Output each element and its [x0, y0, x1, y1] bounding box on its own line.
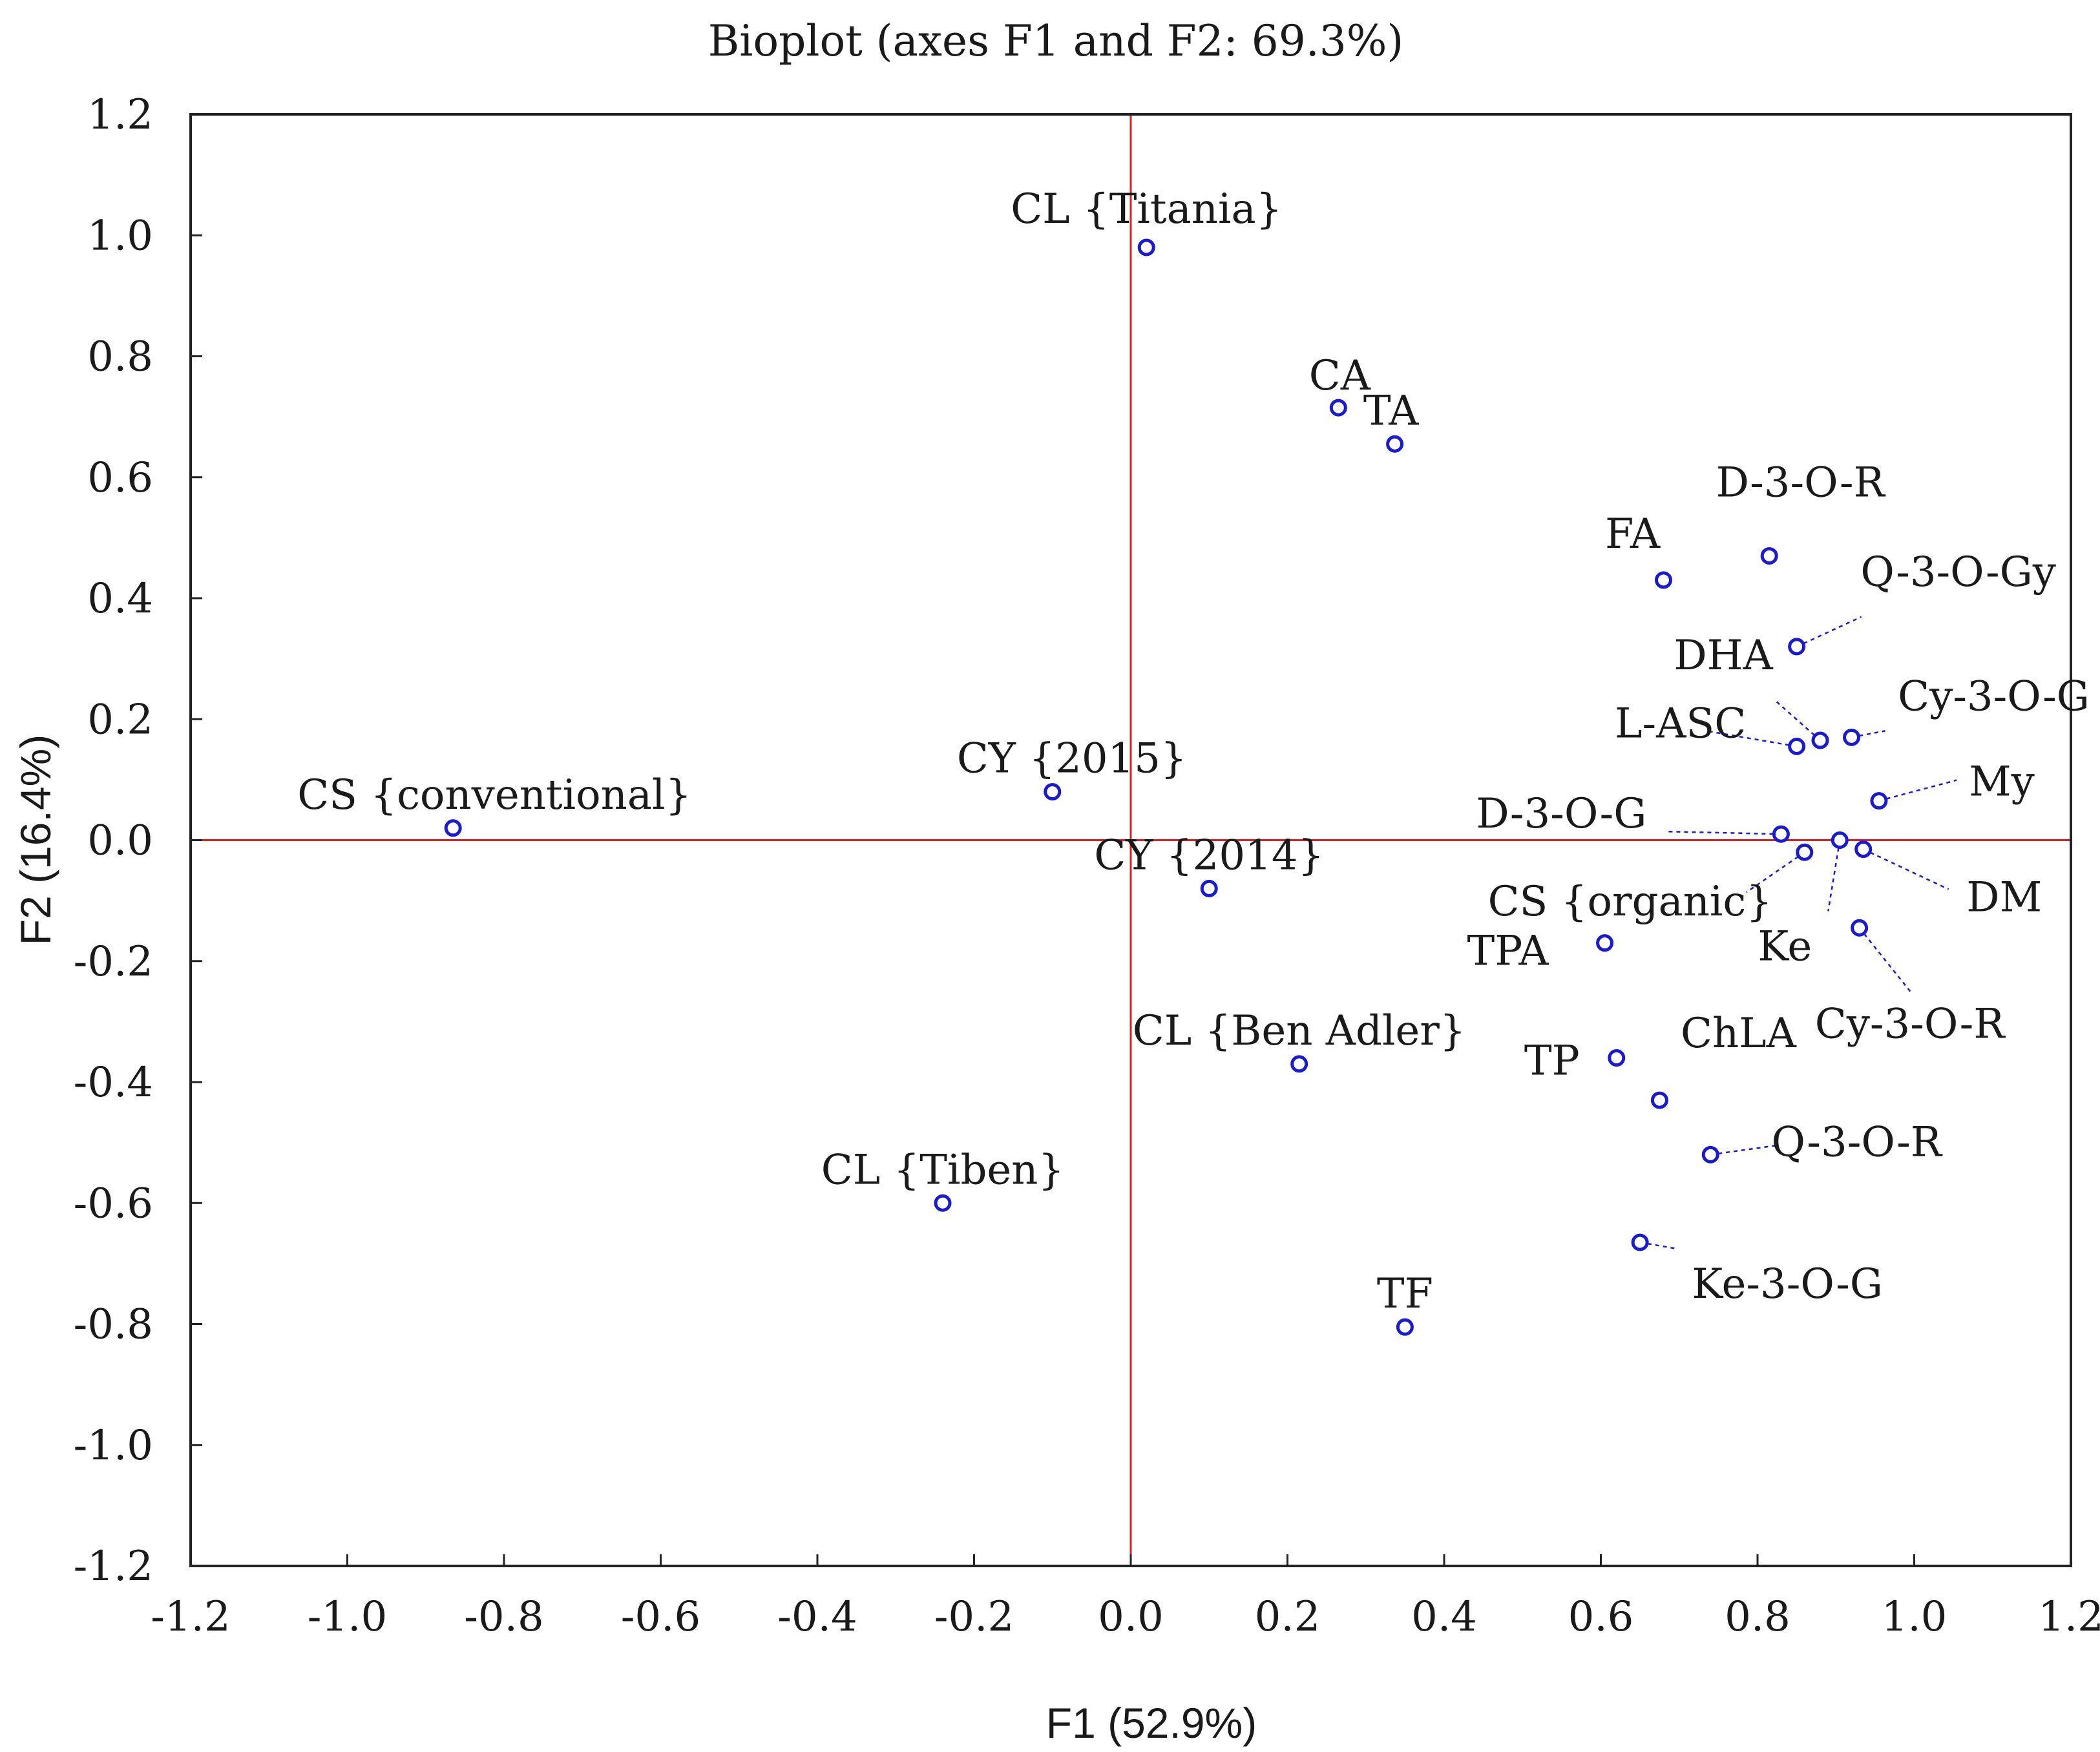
y-tick-label: 0.0: [87, 817, 153, 865]
point-label: TP: [1524, 1038, 1580, 1085]
x-tick-label: 0.2: [1255, 1593, 1321, 1641]
data-point: [1870, 792, 1888, 810]
chart-title: Bioplot (axes F1 and F2: 69.3%): [708, 16, 1403, 66]
leader-line: [1851, 730, 1885, 738]
point-label: TA: [1363, 387, 1419, 435]
point-label: CY {2014}: [1094, 831, 1324, 879]
data-point: [1796, 843, 1814, 861]
leader-line: [1796, 616, 1862, 648]
x-tick-label: -1.2: [151, 1593, 230, 1641]
data-point: [1843, 728, 1860, 746]
data-point: [1329, 399, 1347, 417]
x-tick-label: 1.2: [2038, 1593, 2100, 1641]
y-tick-label: -1.0: [74, 1422, 153, 1470]
data-point: [1200, 879, 1218, 897]
data-point: [1831, 831, 1849, 849]
y-tick-label: 0.6: [87, 454, 153, 502]
y-tick-label: 0.8: [87, 333, 153, 381]
data-point: [1854, 840, 1873, 859]
data-point: [1650, 1091, 1668, 1109]
y-tick-label: -0.8: [74, 1301, 153, 1349]
point-label: DM: [1966, 874, 2042, 922]
leader-lines: [1639, 616, 1957, 1250]
reference-lines: [191, 114, 2071, 1566]
data-point: [1608, 1049, 1626, 1067]
data-point: [1701, 1145, 1719, 1163]
point-label: CL {Tiben}: [821, 1146, 1064, 1194]
point-label: Ke-3-O-G: [1692, 1260, 1883, 1308]
data-point: [1788, 638, 1806, 656]
data-point: [444, 819, 462, 837]
leader-line: [1639, 1241, 1678, 1250]
point-label: FA: [1605, 510, 1661, 558]
y-axis-ticks: 1.2 1.0 0.8 0.6 0.4 0.2 0.0 -0.2 -0.4 -0.6 -0.8 -1.…: [74, 91, 202, 1590]
y-tick-label: -0.6: [74, 1180, 153, 1227]
point-label: Ke: [1758, 923, 1812, 971]
point-label: CL {Ben Adler}: [1133, 1007, 1466, 1055]
data-point: [1811, 731, 1829, 749]
leader-line: [1858, 927, 1912, 994]
x-tick-label: -0.4: [777, 1593, 857, 1641]
y-tick-label: 1.0: [87, 212, 153, 260]
x-tick-label: -0.2: [934, 1593, 1014, 1641]
leader-line: [1878, 779, 1957, 802]
point-label: D-3-O-G: [1476, 790, 1646, 838]
data-point: [1655, 571, 1672, 589]
point-label: TF: [1377, 1270, 1433, 1318]
data-point: [1788, 737, 1806, 755]
leader-line: [1774, 700, 1821, 741]
x-axis-label: F1 (52.9%): [1046, 1699, 1257, 1747]
x-tick-label: 0.8: [1725, 1593, 1790, 1641]
x-axis-ticks: -1.2 -1.0 -0.8 -0.6 -0.4 -0.2 0.0 0.2 0.4 0.6 0.8 1…: [151, 1554, 2100, 1641]
x-tick-label: 0.0: [1098, 1593, 1164, 1641]
point-label: CA: [1309, 352, 1371, 400]
data-point: [1851, 919, 1869, 937]
point-label: CS {organic}: [1488, 878, 1772, 926]
x-tick-label: 0.4: [1411, 1593, 1477, 1641]
y-tick-label: 0.2: [87, 696, 153, 744]
y-tick-label: -0.2: [74, 938, 153, 986]
point-label: CS {conventional}: [297, 771, 691, 819]
y-axis-label: F2 (16.4%): [12, 735, 59, 945]
data-point: [1596, 934, 1614, 952]
data-point: [934, 1194, 952, 1212]
data-point: [1044, 783, 1062, 801]
data-point: [1386, 435, 1404, 453]
x-tick-label: -0.8: [464, 1593, 543, 1641]
point-label: DHA: [1674, 632, 1773, 680]
point-label: D-3-O-R: [1716, 459, 1886, 506]
leader-line: [1710, 1145, 1776, 1156]
y-tick-label: -1.2: [74, 1543, 153, 1590]
data-points: [444, 238, 1888, 1336]
point-label: Cy-3-O-G: [1898, 673, 2090, 720]
point-label: My: [1969, 758, 2035, 806]
x-tick-label: 1.0: [1882, 1593, 1948, 1641]
leader-line: [1827, 840, 1841, 912]
point-label: CL {Titania}: [1011, 185, 1282, 233]
point-label: ChLA: [1681, 1010, 1797, 1058]
x-tick-label: -0.6: [621, 1593, 700, 1641]
x-tick-label: -1.0: [308, 1593, 387, 1641]
point-label: Q-3-O-R: [1772, 1118, 1943, 1166]
leader-line: [1863, 848, 1949, 890]
point-label: TPA: [1467, 928, 1549, 975]
leader-line: [1664, 830, 1781, 835]
point-label: Cy-3-O-R: [1815, 1000, 2006, 1048]
data-point: [1760, 547, 1778, 565]
point-label: Q-3-O-Gy: [1860, 548, 2056, 596]
y-tick-label: -0.4: [74, 1059, 153, 1107]
y-tick-label: 1.2: [87, 91, 153, 139]
y-tick-label: 0.4: [87, 575, 153, 623]
data-point: [1772, 825, 1790, 843]
point-label: CY {2015}: [957, 735, 1187, 783]
data-point: [1396, 1318, 1414, 1336]
x-tick-label: 0.6: [1568, 1593, 1634, 1641]
point-label: L-ASC: [1615, 700, 1746, 747]
data-point: [1137, 238, 1155, 256]
data-point: [1631, 1233, 1649, 1251]
data-point: [1290, 1055, 1308, 1073]
